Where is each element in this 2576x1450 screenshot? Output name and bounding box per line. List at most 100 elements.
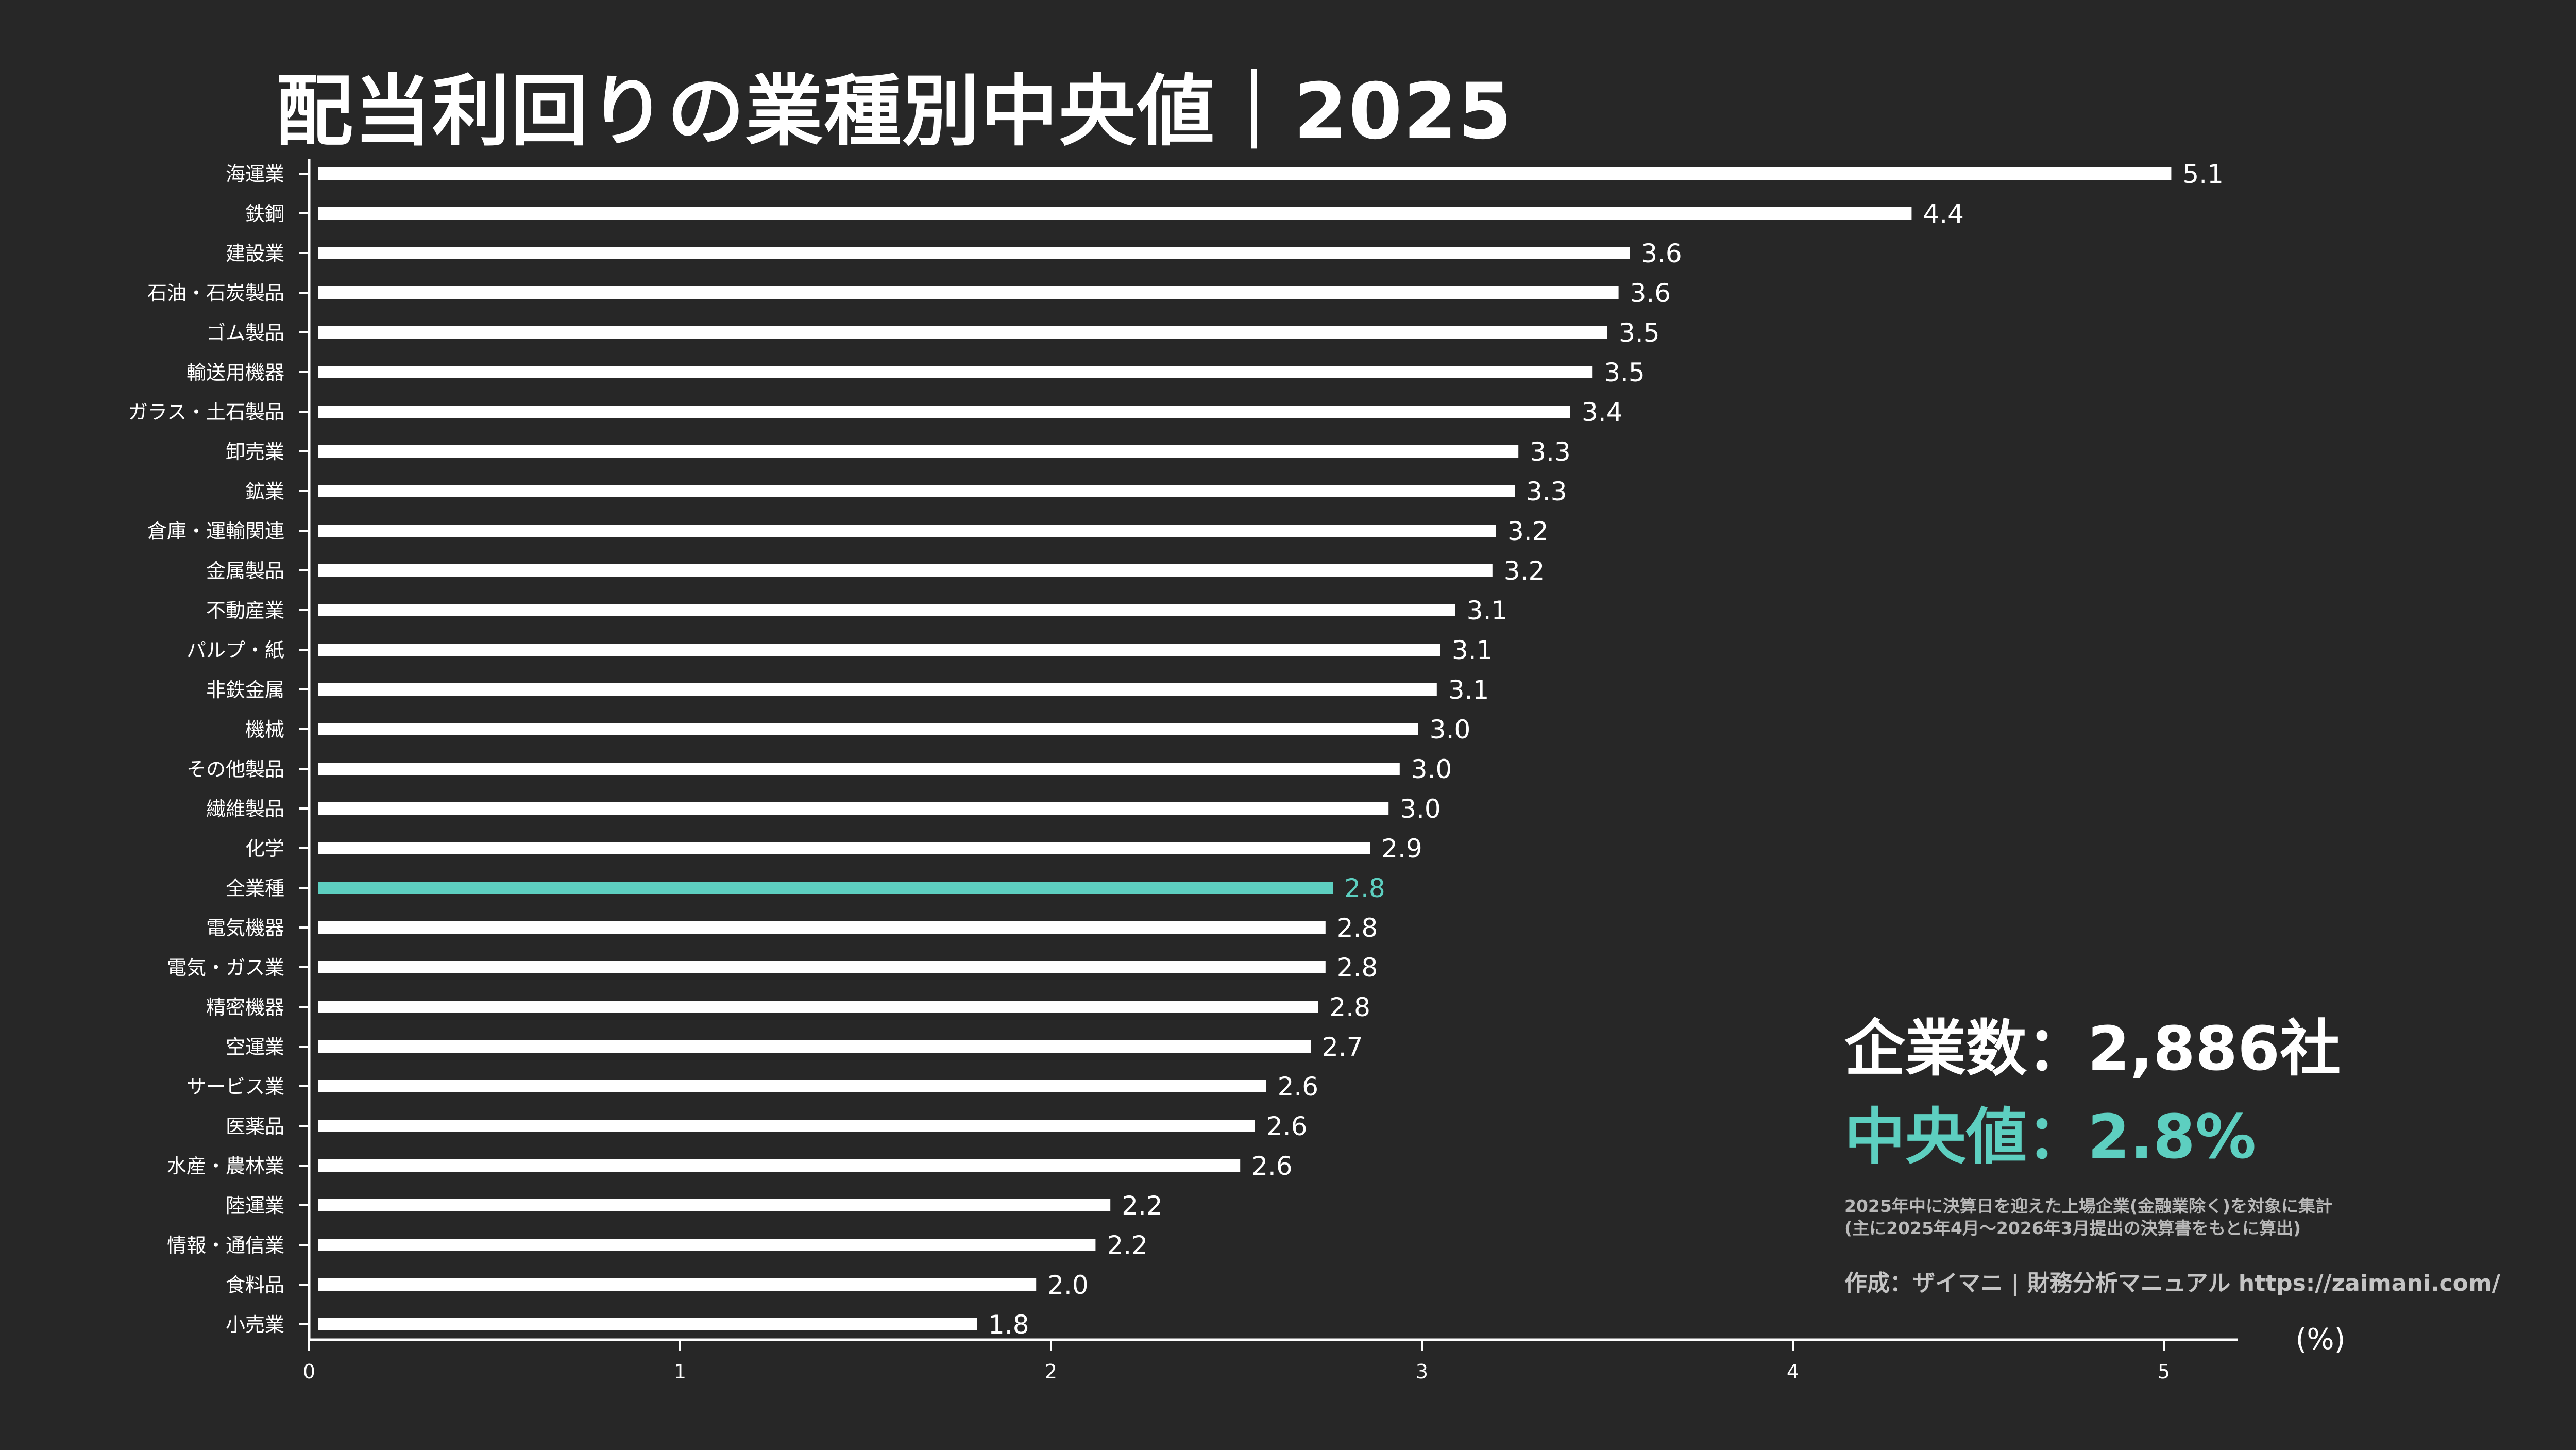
category-label: 医薬品 (226, 1115, 284, 1138)
bar (318, 525, 1496, 537)
bar (318, 406, 1570, 418)
value-label: 1.8 (988, 1310, 1029, 1340)
category-label: ゴム製品 (206, 322, 284, 344)
x-tick-label: 0 (303, 1360, 315, 1383)
value-label: 2.9 (1381, 834, 1422, 864)
x-tick-label: 3 (1416, 1360, 1428, 1383)
value-label: 3.5 (1619, 318, 1660, 348)
category-label: 機械 (245, 718, 284, 741)
bar (318, 683, 1437, 696)
bar (318, 842, 1370, 854)
bar (318, 644, 1440, 656)
category-label: 水産・農林業 (167, 1155, 284, 1177)
category-label: 輸送用機器 (187, 361, 284, 384)
category-label: 不動産業 (206, 599, 284, 622)
category-label: サービス業 (187, 1075, 284, 1098)
value-label: 2.6 (1251, 1151, 1293, 1181)
value-label: 3.6 (1641, 239, 1682, 268)
chart-title: 配当利回りの業種別中央値｜2025 (276, 67, 1513, 157)
bar (318, 961, 1326, 973)
category-label: 化学 (245, 837, 284, 860)
category-label: 情報・通信業 (167, 1234, 284, 1257)
bar (318, 247, 1630, 259)
category-label: パルプ・紙 (187, 639, 284, 662)
category-label: 精密機器 (206, 996, 284, 1019)
category-label: 繊維製品 (206, 798, 284, 820)
value-label: 2.8 (1329, 992, 1370, 1022)
category-label: 小売業 (226, 1313, 284, 1336)
bar (318, 207, 1912, 220)
bar (318, 802, 1389, 815)
bar (318, 1318, 977, 1330)
category-label: 卸売業 (226, 441, 284, 463)
bar (318, 564, 1493, 577)
category-label: 電気機器 (206, 917, 284, 939)
bar (318, 763, 1400, 775)
value-label: 3.1 (1452, 635, 1493, 665)
category-label: その他製品 (187, 758, 284, 781)
value-label: 5.1 (2182, 159, 2224, 189)
chart-axes (299, 159, 2238, 1341)
category-label: 鉱業 (245, 480, 284, 503)
category-label: 金属製品 (206, 560, 284, 582)
value-label: 2.2 (1107, 1230, 1148, 1260)
bar (318, 326, 1607, 339)
value-label: 3.0 (1430, 715, 1471, 745)
median-value: 中央値：2.8% (1844, 1101, 2257, 1173)
bar (318, 1278, 1037, 1291)
value-label: 2.0 (1047, 1270, 1089, 1300)
value-label: 3.3 (1530, 437, 1571, 467)
value-label: 2.8 (1344, 873, 1385, 903)
category-label: 倉庫・運輸関連 (147, 520, 284, 543)
x-tick-label: 5 (2158, 1360, 2170, 1383)
category-label: 建設業 (226, 242, 284, 265)
bar (318, 604, 1455, 616)
note-line-2: (主に2025年4月〜2026年3月提出の決算書をもとに算出) (1844, 1218, 2301, 1239)
bar (318, 167, 2172, 180)
bar (318, 1159, 1241, 1172)
category-label: 海運業 (226, 163, 284, 186)
bar (318, 921, 1326, 934)
value-label: 3.6 (1630, 278, 1671, 308)
value-label: 3.2 (1504, 556, 1545, 586)
category-label: 鉄鋼 (245, 203, 284, 225)
value-label: 3.1 (1448, 675, 1489, 705)
x-axis-label: (%) (2296, 1323, 2346, 1356)
value-label: 3.2 (1507, 516, 1549, 546)
value-label: 3.0 (1400, 794, 1441, 824)
bar (318, 1001, 1318, 1013)
bar (318, 286, 1619, 299)
category-label: 電気・ガス業 (167, 956, 284, 979)
value-label: 2.6 (1266, 1111, 1308, 1141)
bar (318, 1199, 1111, 1211)
value-label: 3.5 (1604, 358, 1645, 387)
value-label: 2.8 (1337, 953, 1378, 983)
category-label: 石油・石炭製品 (147, 282, 284, 305)
category-label: 食料品 (226, 1274, 284, 1296)
chart-bars (318, 167, 2172, 1330)
bar (318, 723, 1418, 735)
category-label: 全業種 (226, 877, 284, 900)
x-tick-label: 2 (1045, 1360, 1057, 1383)
x-tick-label: 1 (674, 1360, 686, 1383)
category-label: ガラス・土石製品 (128, 401, 284, 424)
credit-text: 作成：ザイマニ | 財務分析マニュアル https://zaimani.com/ (1844, 1270, 2500, 1296)
bar (318, 1080, 1266, 1092)
bar (318, 1120, 1255, 1132)
bar (318, 445, 1519, 458)
value-label: 2.6 (1278, 1072, 1319, 1102)
x-tick-label: 4 (1787, 1360, 1799, 1383)
company-count: 企業数：2,886社 (1844, 1013, 2341, 1084)
value-label: 3.4 (1582, 397, 1623, 427)
value-label: 3.3 (1526, 477, 1567, 507)
value-label: 2.8 (1337, 913, 1378, 943)
note-line-1: 2025年中に決算日を迎えた上場企業(金融業除く)を対象に集計 (1844, 1196, 2333, 1217)
bar (318, 1040, 1311, 1053)
bar (318, 366, 1593, 378)
category-labels: 海運業鉄鋼建設業石油・石炭製品ゴム製品輸送用機器ガラス・土石製品卸売業鉱業倉庫・… (128, 163, 284, 1336)
bar (318, 1239, 1096, 1251)
category-label: 空運業 (226, 1036, 284, 1058)
value-label: 2.7 (1322, 1032, 1363, 1062)
bar-highlight (318, 882, 1333, 894)
